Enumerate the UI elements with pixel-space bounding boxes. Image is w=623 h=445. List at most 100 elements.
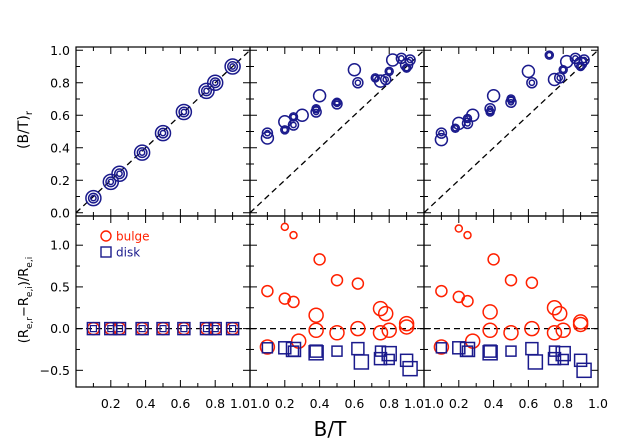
data-point xyxy=(354,79,362,87)
data-point xyxy=(332,97,342,107)
data-point xyxy=(506,94,516,104)
y-tick-label: −0.5 xyxy=(40,363,70,378)
panel-markers xyxy=(433,224,592,379)
data-point xyxy=(434,132,449,147)
data-point xyxy=(180,108,188,116)
data-point-bulge xyxy=(313,253,326,266)
data-point xyxy=(521,64,536,79)
data-point xyxy=(260,131,275,145)
panel-frame xyxy=(75,215,251,388)
data-point xyxy=(206,74,224,91)
data-point xyxy=(569,52,582,65)
data-point-disk xyxy=(576,362,592,379)
data-point xyxy=(280,125,290,135)
data-point-bulge xyxy=(261,284,274,298)
x-tick-label: 1.0 xyxy=(230,396,250,411)
panel-top-middle xyxy=(249,46,425,217)
data-point-bulge xyxy=(289,230,298,240)
data-point xyxy=(261,127,274,139)
data-point-bulge xyxy=(524,320,540,337)
data-point-bulge xyxy=(377,305,394,322)
x-tick-label: 0.4 xyxy=(136,396,156,411)
data-point-disk-inner xyxy=(229,325,237,333)
reference-line-diagonal xyxy=(76,49,250,214)
legend-bulge-marker xyxy=(100,230,112,242)
reference-line-diagonal xyxy=(250,49,424,214)
panel-ticks xyxy=(424,216,598,387)
data-point-bulge xyxy=(454,224,464,233)
bottom-y-label-p4: )/R xyxy=(17,268,32,286)
data-point xyxy=(295,108,309,122)
data-point xyxy=(545,51,553,59)
data-point xyxy=(278,115,292,129)
x-tick-label: 0.6 xyxy=(344,396,364,411)
bottom-y-label-p3: e,i xyxy=(25,286,35,297)
bottom-y-label-p1: e,r xyxy=(25,317,35,329)
data-point-disk xyxy=(287,345,300,357)
data-point-disk xyxy=(381,345,397,362)
panels xyxy=(75,46,599,388)
data-point-bulge xyxy=(280,222,290,232)
panel-markers xyxy=(260,52,416,145)
panel-bottom-left xyxy=(75,215,251,388)
legend-bulge-label: bulge xyxy=(116,230,150,244)
y-tick-label: 1.0 xyxy=(50,43,70,58)
data-point-bulge xyxy=(572,314,589,330)
data-point-bulge xyxy=(463,230,472,240)
data-point xyxy=(352,77,364,89)
data-point-bulge xyxy=(278,292,292,305)
panel-ticks xyxy=(424,47,598,216)
data-point-disk xyxy=(156,321,170,336)
data-point-disk xyxy=(525,341,539,356)
x-tick-label: 0.4 xyxy=(484,396,504,411)
data-point xyxy=(203,87,210,95)
x-tick-label: 1.0 xyxy=(404,396,424,411)
data-point-disk xyxy=(278,341,292,355)
panel-bottom-middle xyxy=(249,215,425,388)
data-point xyxy=(384,66,394,77)
data-point xyxy=(382,76,390,83)
data-point xyxy=(113,168,126,180)
data-point-bulge xyxy=(350,320,366,337)
data-point xyxy=(178,106,190,118)
data-point-disk xyxy=(383,353,395,366)
data-point-disk xyxy=(461,345,474,357)
data-point-bulge xyxy=(329,325,345,341)
data-point xyxy=(312,89,327,103)
y-tick-label: 0.2 xyxy=(50,173,70,188)
panel-ticks xyxy=(76,47,250,216)
data-point-disk-inner xyxy=(115,325,124,333)
data-point xyxy=(385,68,393,75)
bottom-y-label-p0: (R xyxy=(17,329,32,343)
y-tick-label: 0.6 xyxy=(50,108,70,123)
data-point-disk xyxy=(435,342,448,354)
data-point-disk xyxy=(527,354,544,370)
y-tick-label: 0.0 xyxy=(50,321,70,336)
x-tick-label: 0.2 xyxy=(275,396,295,411)
data-point-disk xyxy=(573,353,588,368)
data-point-bulge xyxy=(551,305,568,322)
panel-markers xyxy=(259,222,418,377)
data-point xyxy=(406,56,414,64)
panel-frame xyxy=(249,215,425,388)
data-point xyxy=(486,89,501,103)
data-point xyxy=(264,129,271,137)
data-point-bulge xyxy=(372,300,389,317)
svg-text:(Re,r−Re,i)/Re,i: (Re,r−Re,i)/Re,i xyxy=(17,257,35,343)
data-point-disk xyxy=(351,341,365,356)
data-point-bulge xyxy=(525,276,539,289)
x-tick-label: 1.0 xyxy=(588,396,608,411)
data-point-disk xyxy=(483,344,497,358)
data-point-bulge xyxy=(482,322,498,339)
data-point xyxy=(288,112,299,122)
data-point xyxy=(311,104,321,114)
panel-ticks xyxy=(250,47,424,216)
legend-disk-marker xyxy=(100,246,112,258)
data-point-disk xyxy=(555,345,571,362)
data-point xyxy=(373,74,388,88)
x-tick-label: 0.4 xyxy=(310,396,330,411)
data-point xyxy=(107,178,115,186)
bottom-y-axis-label: (Re,r−Re,i)/Re,i xyxy=(17,257,35,343)
y-tick-label: 0.5 xyxy=(50,279,70,294)
